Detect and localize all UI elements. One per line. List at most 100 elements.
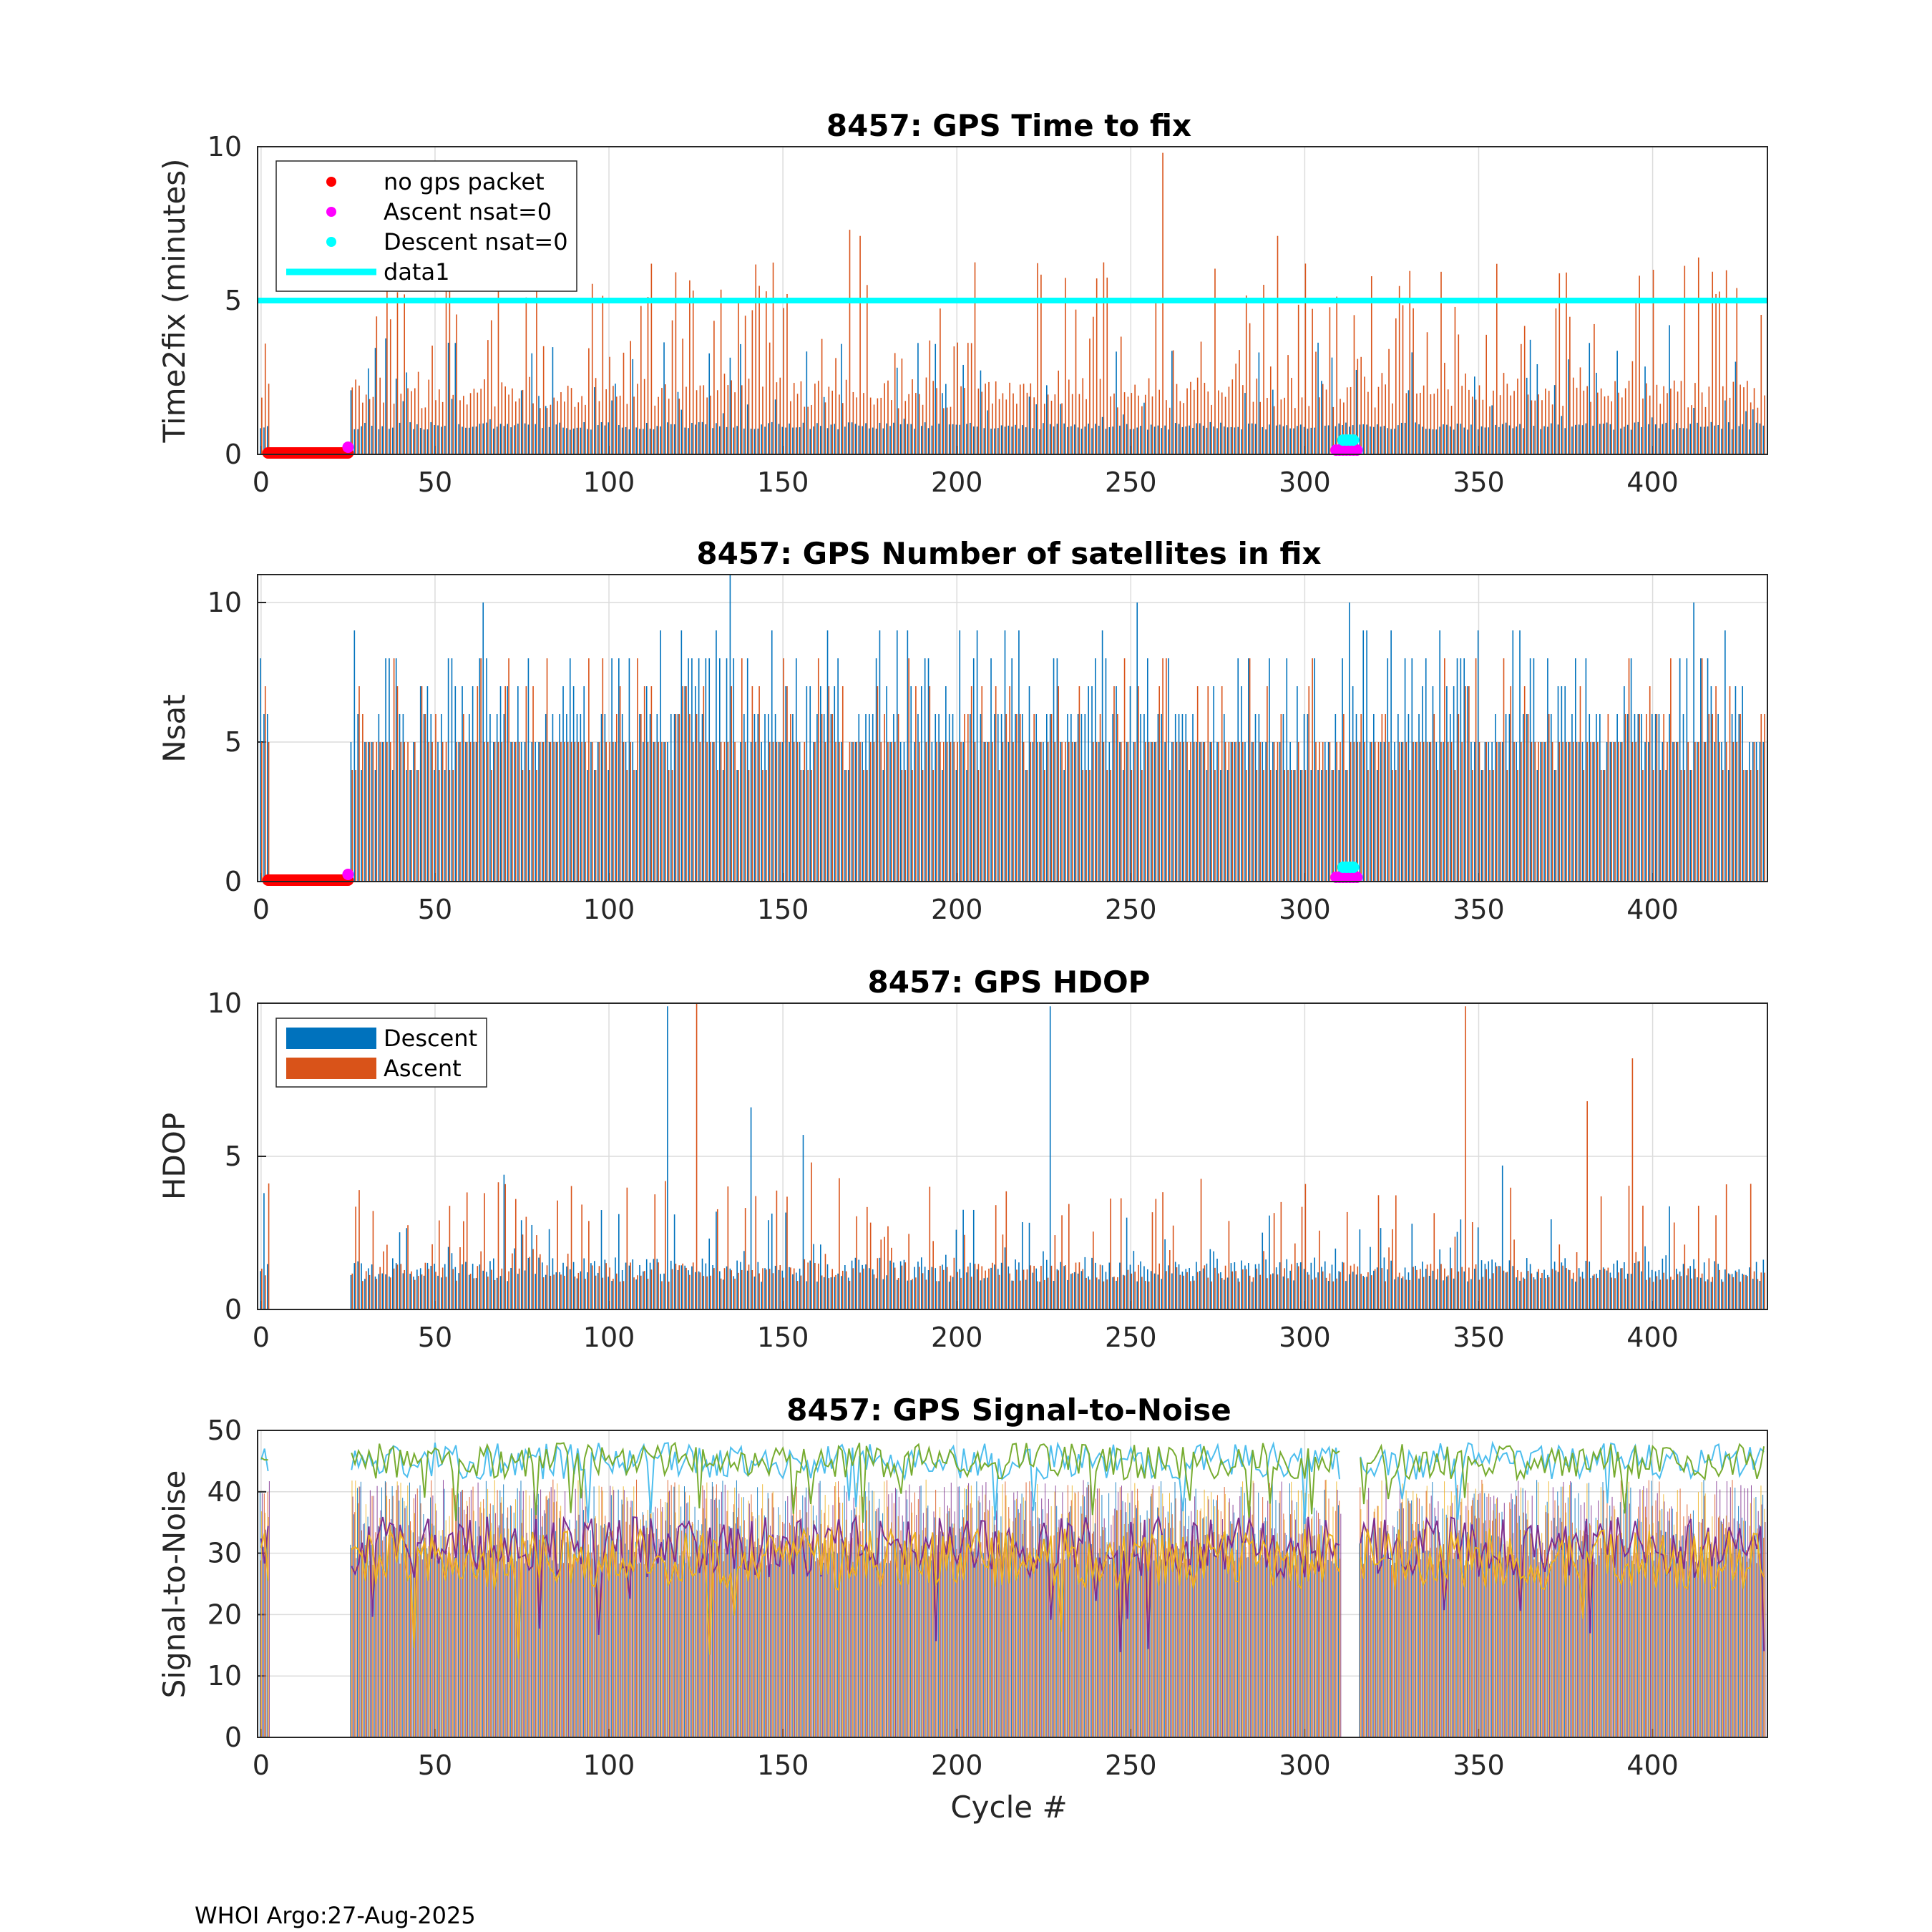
ascent-bar xyxy=(1099,379,1101,454)
snr-bar xyxy=(1652,1506,1653,1737)
descent-bar xyxy=(1237,1278,1239,1309)
descent-bar xyxy=(1616,714,1618,882)
descent-bar xyxy=(1056,658,1058,882)
ascent-bar xyxy=(859,1272,861,1309)
descent-bar xyxy=(1568,359,1569,454)
ascent-bar xyxy=(1019,714,1021,882)
ascent-bar xyxy=(835,1274,836,1309)
descent-bar xyxy=(1474,376,1475,454)
descent-bar xyxy=(872,1269,874,1309)
snr-bar xyxy=(1622,1539,1624,1737)
ascent-bar xyxy=(1277,235,1279,454)
snr-bar xyxy=(1649,1524,1650,1737)
ascent-bar xyxy=(897,408,899,454)
descent-bar xyxy=(942,393,943,454)
descent-bar xyxy=(917,714,919,882)
ascent-bar xyxy=(1016,714,1018,882)
ascent-bar xyxy=(1659,1279,1662,1309)
descent-bar xyxy=(266,714,268,882)
snr-bar xyxy=(1105,1527,1106,1737)
snr-bar xyxy=(1161,1559,1163,1737)
descent-bar xyxy=(1613,1263,1615,1309)
snr-bar xyxy=(1440,1558,1442,1737)
ascent-bar xyxy=(550,742,552,882)
ascent-bar xyxy=(564,1275,565,1309)
ascent-bar xyxy=(946,1267,948,1309)
descent-bar xyxy=(639,429,640,454)
ascent-bar xyxy=(1336,742,1337,882)
descent-bar xyxy=(1446,424,1448,454)
snr-bar xyxy=(1133,1518,1135,1737)
ascent-bar xyxy=(1267,398,1268,454)
ascent-bar xyxy=(1186,742,1188,882)
descent-bar xyxy=(545,714,547,882)
snr-bar xyxy=(1420,1559,1422,1737)
bar-series xyxy=(260,1003,1765,1309)
ascent-bar xyxy=(692,742,694,882)
ascent-bar xyxy=(1322,1271,1324,1309)
descent-bar xyxy=(1745,1274,1747,1309)
ascent-bar xyxy=(1663,1272,1664,1309)
descent-bar xyxy=(1675,1269,1677,1309)
descent-bar xyxy=(492,1258,494,1309)
snr-bar xyxy=(497,1490,498,1737)
descent-bar xyxy=(1241,1260,1242,1309)
ascent-bar xyxy=(800,381,802,454)
descent-bar xyxy=(1470,424,1472,454)
ascent-bar xyxy=(615,714,618,882)
descent-bar xyxy=(997,714,999,882)
snr-bar xyxy=(1615,1543,1616,1737)
snr-bar xyxy=(1536,1480,1538,1737)
descent-bar xyxy=(1665,1255,1667,1309)
ascent-bar xyxy=(1725,1184,1727,1309)
descent-bar xyxy=(764,426,766,454)
snr-bar xyxy=(355,1480,356,1737)
ascent-bar xyxy=(1291,1264,1292,1309)
ascent-bar xyxy=(1764,1272,1765,1309)
descent-bar xyxy=(823,396,825,454)
descent-bar xyxy=(1324,742,1326,882)
snr-bar xyxy=(1130,1564,1131,1737)
snr-bar xyxy=(637,1563,638,1737)
descent-bar xyxy=(910,424,912,454)
descent-bar xyxy=(462,426,463,454)
descent-bar xyxy=(1446,1277,1448,1309)
ascent-bar xyxy=(414,388,416,454)
snr-bar xyxy=(1572,1534,1574,1737)
snr-bar xyxy=(1324,1480,1326,1737)
snr-bar xyxy=(854,1508,856,1737)
ascent-bar xyxy=(1190,742,1191,882)
ascent-bar xyxy=(396,686,399,882)
descent-bar xyxy=(364,422,366,454)
snr-bar xyxy=(1131,1491,1133,1737)
ascent-bar xyxy=(1579,367,1581,454)
descent-bar xyxy=(935,714,937,882)
descent-bar xyxy=(1157,1274,1159,1309)
snr-bar xyxy=(1704,1496,1705,1737)
bar-series xyxy=(260,152,1765,454)
snr-bar xyxy=(895,1488,897,1737)
descent-bar xyxy=(1206,770,1208,882)
descent-bar xyxy=(1213,426,1214,454)
snr-bar xyxy=(1077,1564,1078,1737)
ascent-bar xyxy=(706,397,708,454)
ascent-bar xyxy=(609,356,610,454)
snr-bar xyxy=(1638,1506,1639,1737)
ascent-bar xyxy=(901,1265,903,1309)
ascent-bar xyxy=(922,404,924,454)
descent-bar xyxy=(1596,714,1597,882)
ascent-bar xyxy=(880,742,882,882)
ascent-bar xyxy=(1538,742,1539,882)
descent-bar xyxy=(1000,714,1002,882)
snr-bar xyxy=(593,1486,595,1737)
ascent-bar xyxy=(668,1282,670,1309)
snr-bar xyxy=(860,1531,862,1737)
descent-bar xyxy=(1307,1272,1309,1309)
ascent-bar xyxy=(1103,1281,1105,1309)
ascent-bar xyxy=(1458,1271,1460,1309)
ascent-bar xyxy=(772,742,774,882)
snr-bar xyxy=(648,1534,649,1737)
snr-bar xyxy=(1508,1547,1510,1737)
snr-bar xyxy=(1682,1535,1684,1737)
ascent-bar xyxy=(1458,714,1460,882)
